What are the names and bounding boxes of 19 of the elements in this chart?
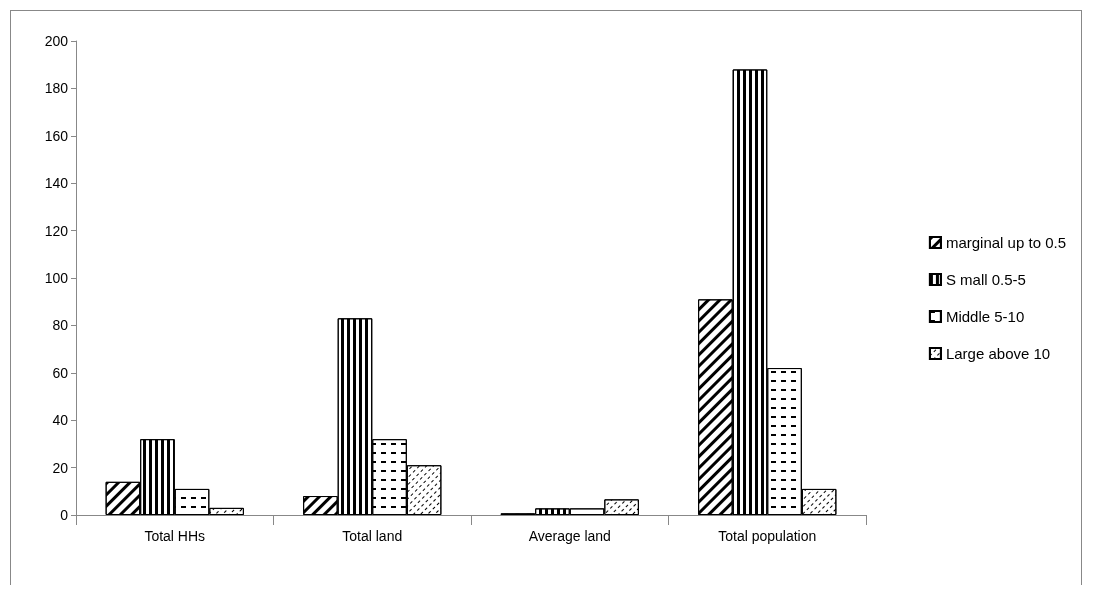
legend-label: S mall 0.5-5 [945, 271, 1026, 288]
y-tick-label: 120 [44, 222, 69, 239]
y-tick-label: 60 [52, 364, 69, 381]
y-tick-label: 40 [52, 412, 69, 429]
y-tick-label: 160 [44, 127, 69, 144]
y-tick-label: 20 [52, 459, 69, 476]
legend-label: Large above 10 [945, 345, 1051, 362]
y-tick-label: 180 [44, 80, 69, 97]
x-tick-label: Total population [718, 528, 817, 544]
y-tick-label: 140 [44, 175, 69, 192]
x-tick-label: Average land [528, 528, 611, 544]
x-tick-label: Total HHs [144, 528, 206, 544]
y-tick-label: 0 [60, 507, 69, 523]
y-tick-label: 200 [44, 33, 69, 49]
x-tick-label: Total land [342, 528, 403, 544]
y-tick-label: 100 [44, 270, 69, 286]
y-tick-label: 80 [52, 317, 69, 334]
legend-label: Middle 5-10 [945, 308, 1025, 325]
legend-label: marginal up to 0.5 [945, 234, 1066, 251]
